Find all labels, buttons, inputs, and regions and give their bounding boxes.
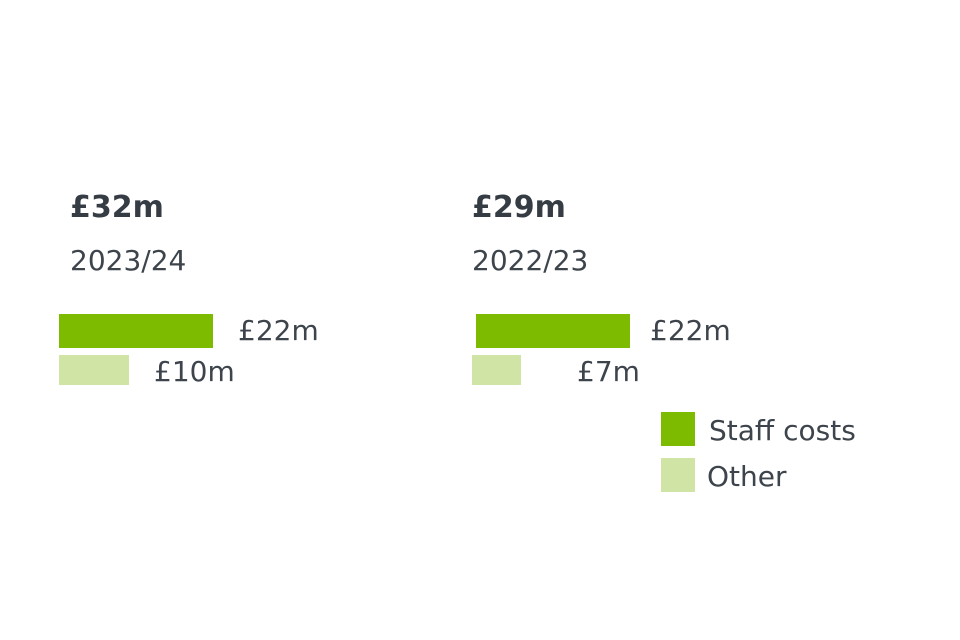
- legend-label-other: Other: [707, 460, 787, 493]
- bar-label-2022-23-other: £7m: [577, 355, 640, 388]
- bar-label-2022-23-staff-costs: £22m: [650, 314, 731, 347]
- year-2023-24: 2023/24: [70, 244, 187, 277]
- bar-2022-23-other: [472, 355, 521, 385]
- total-2022-23: £29m: [472, 190, 566, 225]
- legend-label-staff-costs: Staff costs: [709, 414, 856, 447]
- bar-2023-24-staff-costs: [59, 314, 213, 348]
- year-2022-23: 2022/23: [472, 244, 589, 277]
- bar-label-2023-24-staff-costs: £22m: [238, 314, 319, 347]
- legend-swatch-staff-costs: [661, 412, 695, 446]
- total-2023-24: £32m: [70, 190, 164, 225]
- bar-label-2023-24-other: £10m: [154, 355, 235, 388]
- bar-2023-24-other: [59, 355, 129, 385]
- bar-2022-23-staff-costs: [476, 314, 630, 348]
- legend-swatch-other: [661, 458, 695, 492]
